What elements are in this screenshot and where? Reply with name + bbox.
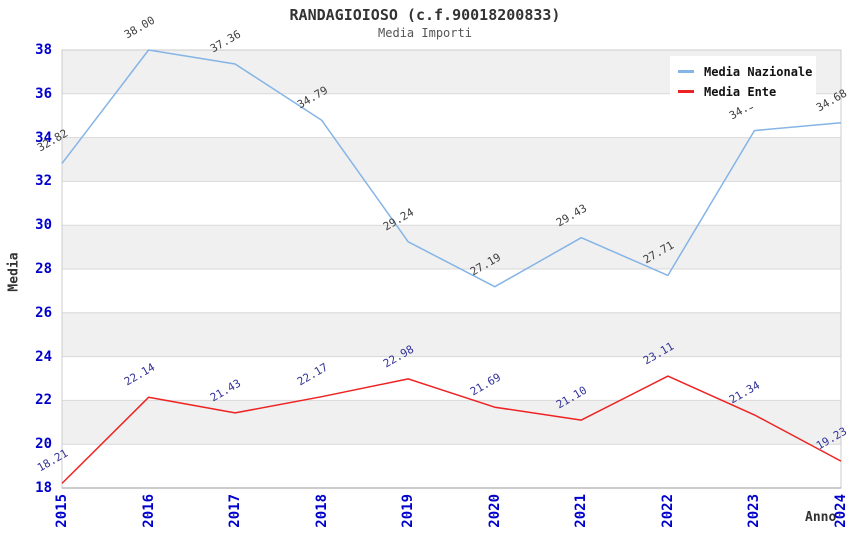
x-tick-label: 2019 <box>400 494 417 528</box>
y-tick-label: 38 <box>35 42 52 58</box>
x-tick-label: 2022 <box>659 494 676 528</box>
legend-label: Media Nazionale <box>704 64 813 79</box>
series-line-1 <box>61 375 842 484</box>
x-tick-label: 2021 <box>573 494 590 528</box>
y-tick-label: 18 <box>35 480 52 496</box>
series-line-0 <box>61 49 842 288</box>
x-tick-label: 2017 <box>227 494 244 528</box>
y-tick-label: 22 <box>35 392 52 409</box>
plot-band <box>62 225 841 269</box>
chart-subtitle: Media Importi <box>378 26 472 40</box>
plot-band <box>62 312 841 357</box>
line-swatch-icon <box>678 90 694 93</box>
y-tick-label: 26 <box>35 304 52 321</box>
legend-item-media-nazionale: Media Nazionale <box>678 63 812 80</box>
legend: Media Nazionale Media Ente <box>670 56 816 107</box>
y-tick-label: 28 <box>35 261 52 277</box>
line-swatch-icon <box>678 70 694 73</box>
y-tick-label: 20 <box>35 436 52 453</box>
y-tick-label: 24 <box>35 348 52 365</box>
legend-item-media-ente: Media Ente <box>678 83 808 100</box>
x-tick-label: 2015 <box>54 494 70 528</box>
legend-label: Media Ente <box>704 84 777 99</box>
x-tick-label: 2024 <box>833 494 849 528</box>
y-tick-label: 34 <box>35 129 52 146</box>
plot-band <box>62 400 841 445</box>
y-tick-label: 36 <box>35 85 52 102</box>
chart-title: RANDAGIOIOSO (c.f.90018200833) <box>289 6 561 24</box>
x-tick-label: 2023 <box>746 494 763 528</box>
x-axis-label: Anno <box>805 510 837 525</box>
x-tick-label: 2020 <box>486 494 503 528</box>
y-tick-label: 30 <box>35 217 52 234</box>
x-tick-label: 2016 <box>140 494 157 528</box>
x-tick-label: 2018 <box>313 494 330 528</box>
plot-band <box>62 137 841 182</box>
y-tick-label: 32 <box>35 173 52 190</box>
